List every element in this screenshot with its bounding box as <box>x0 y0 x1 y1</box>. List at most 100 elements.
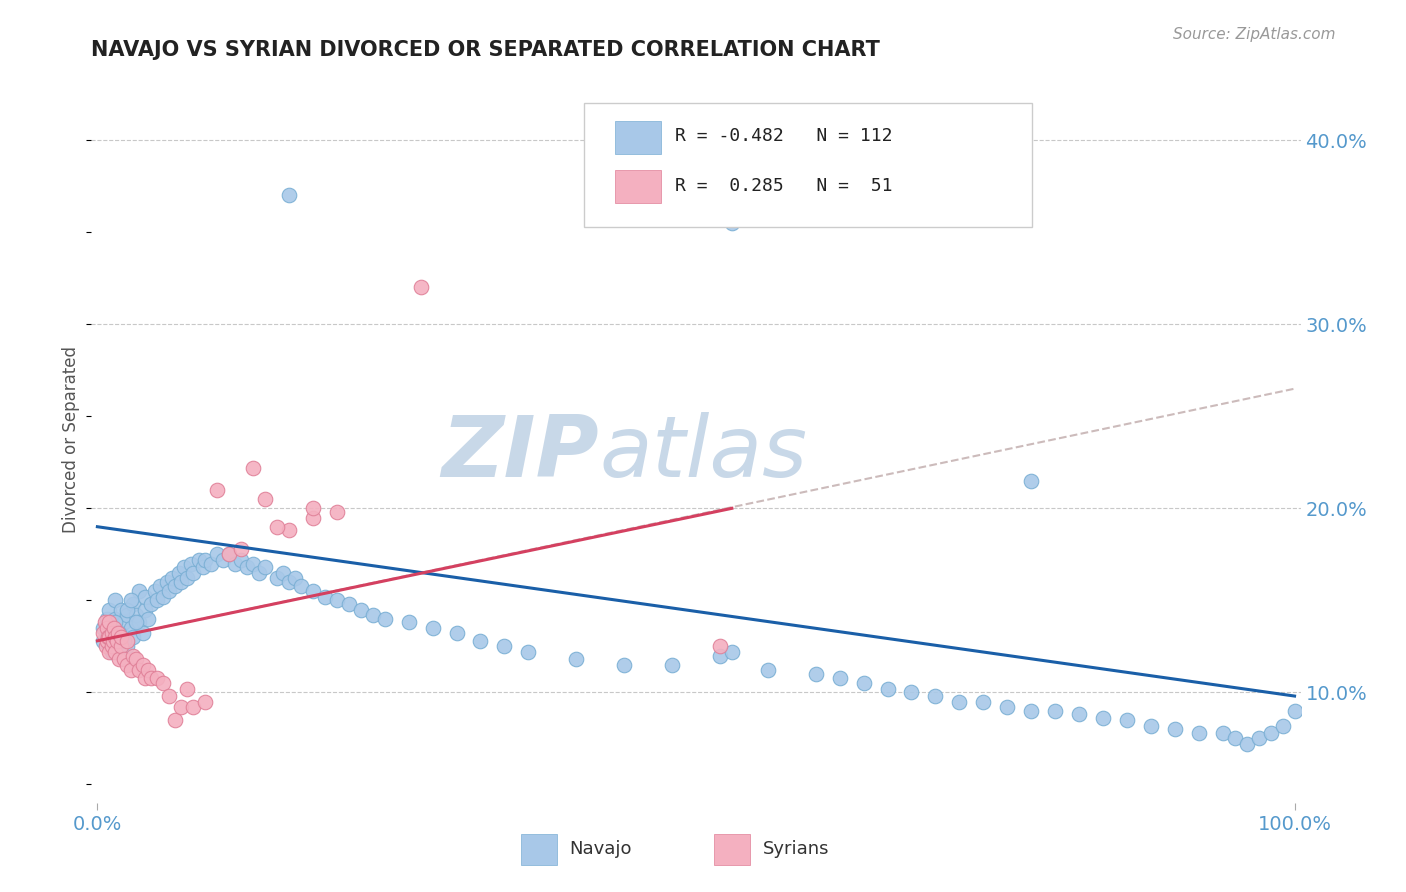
Point <box>948 695 970 709</box>
Point <box>517 645 540 659</box>
Point <box>1284 704 1306 718</box>
Point <box>972 695 994 709</box>
Point <box>104 593 127 607</box>
Point <box>361 608 384 623</box>
Point <box>160 571 183 585</box>
Point <box>96 630 118 644</box>
Point <box>173 560 195 574</box>
Point <box>100 626 122 640</box>
Point <box>277 188 299 202</box>
Point <box>104 621 127 635</box>
Point <box>104 645 127 659</box>
FancyBboxPatch shape <box>583 103 1032 227</box>
Point <box>120 663 142 677</box>
Point <box>128 615 150 630</box>
Point <box>1236 737 1258 751</box>
Point <box>112 633 135 648</box>
Point <box>125 608 148 623</box>
Point <box>93 626 115 640</box>
Point <box>1212 726 1234 740</box>
Point <box>1043 704 1066 718</box>
Point <box>374 612 396 626</box>
Point <box>170 700 193 714</box>
Point <box>494 640 516 654</box>
Point <box>165 713 187 727</box>
Point <box>134 602 156 616</box>
Point <box>125 615 148 630</box>
Point <box>1019 474 1042 488</box>
Point <box>229 553 252 567</box>
Point <box>1140 718 1163 732</box>
Point <box>1260 726 1282 740</box>
Point <box>409 280 432 294</box>
Point <box>96 633 118 648</box>
Point <box>302 510 325 524</box>
Point <box>236 560 259 574</box>
Point <box>104 630 127 644</box>
Bar <box>614 121 661 153</box>
Bar <box>714 834 751 864</box>
Point <box>350 602 373 616</box>
Point <box>212 553 235 567</box>
Point <box>565 652 588 666</box>
Point <box>302 501 325 516</box>
Point <box>709 648 731 663</box>
Bar <box>614 170 661 203</box>
Point <box>1019 704 1042 718</box>
Point <box>93 615 115 630</box>
Point <box>143 584 166 599</box>
Point <box>128 584 150 599</box>
Point <box>181 566 204 580</box>
Point <box>876 681 898 696</box>
Point <box>200 557 222 571</box>
Point <box>326 593 349 607</box>
Text: Syrians: Syrians <box>762 840 830 858</box>
Point <box>284 571 307 585</box>
Point <box>900 685 922 699</box>
Point <box>149 579 172 593</box>
Point <box>852 676 875 690</box>
Point <box>100 640 122 654</box>
Point <box>117 633 139 648</box>
Text: R =  0.285   N =  51: R = 0.285 N = 51 <box>675 177 893 194</box>
Bar <box>520 834 557 864</box>
Point <box>170 574 193 589</box>
Point <box>191 560 214 574</box>
Point <box>398 615 420 630</box>
Point <box>125 652 148 666</box>
Point <box>253 560 276 574</box>
Point <box>107 626 129 640</box>
Point <box>157 584 180 599</box>
Point <box>721 645 744 659</box>
Point <box>422 621 444 635</box>
Text: ZIP: ZIP <box>441 412 599 495</box>
Point <box>229 541 252 556</box>
Point <box>146 671 169 685</box>
Point <box>112 615 135 630</box>
Point <box>110 630 132 644</box>
Point <box>132 626 155 640</box>
Point <box>277 574 299 589</box>
Point <box>613 657 636 672</box>
Point <box>1164 722 1187 736</box>
Point <box>326 505 349 519</box>
Point <box>105 633 128 648</box>
Point <box>1092 711 1115 725</box>
Point <box>101 633 124 648</box>
Point <box>152 676 174 690</box>
Point <box>1271 718 1294 732</box>
Point <box>1067 707 1090 722</box>
Point <box>120 621 142 635</box>
Point <box>1188 726 1211 740</box>
Point <box>103 621 125 635</box>
Point <box>136 612 159 626</box>
Point <box>122 597 145 611</box>
Point <box>205 547 228 561</box>
Point <box>218 547 240 561</box>
Point <box>108 626 131 640</box>
Point <box>709 640 731 654</box>
Point <box>93 633 115 648</box>
Point <box>122 630 145 644</box>
Point <box>100 645 122 659</box>
Point <box>302 584 325 599</box>
